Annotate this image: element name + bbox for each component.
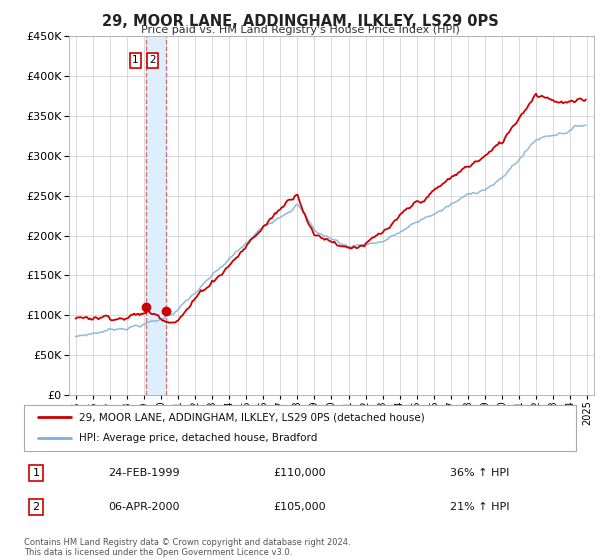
Text: 2: 2: [149, 55, 156, 66]
Text: 1: 1: [32, 468, 40, 478]
Text: 36% ↑ HPI: 36% ↑ HPI: [450, 468, 509, 478]
Text: Price paid vs. HM Land Registry's House Price Index (HPI): Price paid vs. HM Land Registry's House …: [140, 25, 460, 35]
Text: £110,000: £110,000: [274, 468, 326, 478]
Text: 1: 1: [132, 55, 139, 66]
Bar: [146, 36, 166, 395]
Text: 29, MOOR LANE, ADDINGHAM, ILKLEY, LS29 0PS (detached house): 29, MOOR LANE, ADDINGHAM, ILKLEY, LS29 0…: [79, 412, 425, 422]
Text: 06-APR-2000: 06-APR-2000: [108, 502, 179, 512]
Text: HPI: Average price, detached house, Bradford: HPI: Average price, detached house, Brad…: [79, 433, 317, 444]
Text: £105,000: £105,000: [274, 502, 326, 512]
Text: 2: 2: [32, 502, 40, 512]
Text: 29, MOOR LANE, ADDINGHAM, ILKLEY, LS29 0PS: 29, MOOR LANE, ADDINGHAM, ILKLEY, LS29 0…: [101, 14, 499, 29]
Text: 24-FEB-1999: 24-FEB-1999: [108, 468, 179, 478]
Text: 21% ↑ HPI: 21% ↑ HPI: [450, 502, 509, 512]
Text: Contains HM Land Registry data © Crown copyright and database right 2024.
This d: Contains HM Land Registry data © Crown c…: [24, 538, 350, 557]
